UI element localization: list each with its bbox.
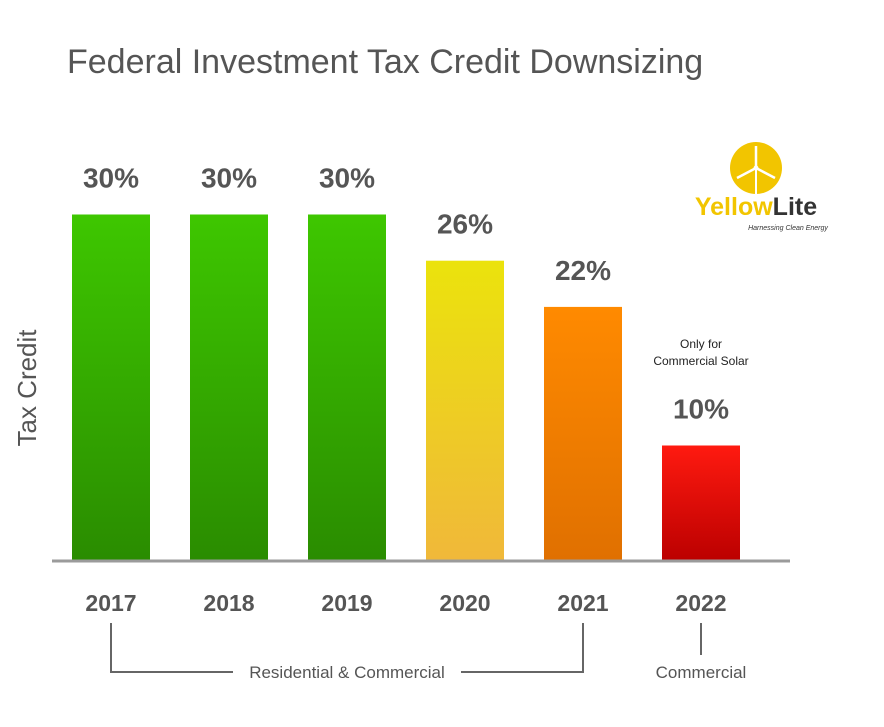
logo-wordmark: YellowLite [695, 193, 817, 221]
annotation-line-2: Commercial Solar [653, 354, 748, 368]
x-tick-label-2018: 2018 [203, 590, 254, 616]
value-label-2019: 30% [319, 163, 375, 194]
value-label-2017: 30% [83, 163, 139, 194]
x-tick-label-2019: 2019 [321, 590, 372, 616]
value-label-2022: 10% [673, 394, 729, 425]
x-tick-label-2017: 2017 [85, 590, 136, 616]
bar-2018 [190, 214, 268, 561]
bar-2022 [662, 445, 740, 561]
x-tick-label-2021: 2021 [557, 590, 608, 616]
group-brackets-layer: Residential & Commercial Commercial [110, 623, 747, 682]
bar-2019 [308, 214, 386, 561]
bars-layer [72, 214, 740, 561]
value-label-2020: 26% [437, 209, 493, 240]
bar-2017 [72, 214, 150, 561]
yellowlite-logo: YellowLite Harnessing Clean Energy [695, 142, 828, 232]
bar-2021 [544, 306, 622, 561]
logo-wind-turbine-icon [736, 146, 776, 194]
value-label-2021: 22% [555, 255, 611, 286]
x-tick-label-2020: 2020 [439, 590, 490, 616]
logo-tagline: Harnessing Clean Energy [748, 225, 828, 232]
annotation-layer: Only for Commercial Solar [653, 337, 748, 368]
chart-title: Federal Investment Tax Credit Downsizing [67, 43, 703, 81]
y-axis-label: Tax Credit [12, 329, 42, 447]
group-bracket-1 [110, 623, 584, 673]
group-label-1: Residential & Commercial [249, 663, 445, 682]
value-labels-layer: 30% 30% 30% 26% 22% 10% [83, 163, 729, 425]
bar-2020 [426, 260, 504, 561]
x-tick-labels-layer: 2017 2018 2019 2020 2021 2022 [85, 590, 726, 616]
x-tick-label-2022: 2022 [675, 590, 726, 616]
group-label-2: Commercial [656, 663, 747, 682]
value-label-2018: 30% [201, 163, 257, 194]
annotation-line-1: Only for [680, 337, 722, 351]
